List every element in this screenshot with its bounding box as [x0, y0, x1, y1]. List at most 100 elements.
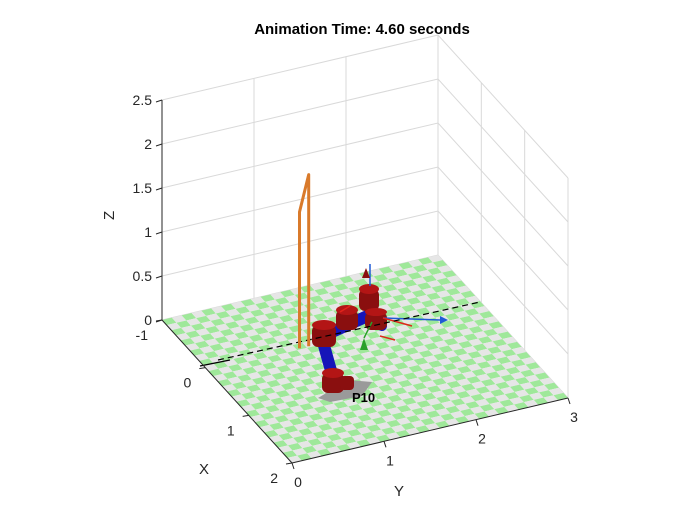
- floor-tile: [501, 349, 517, 357]
- floor-tile: [287, 350, 302, 358]
- floor-tile: [388, 276, 403, 285]
- floor-tile: [519, 382, 535, 390]
- floor-tile: [366, 424, 382, 432]
- floor-tile: [403, 372, 418, 380]
- floor-tile: [353, 396, 368, 405]
- floor-tile: [236, 386, 252, 395]
- floor-tile: [345, 361, 360, 369]
- floor-tile: [284, 307, 299, 315]
- floor-tile: [213, 361, 229, 369]
- floor-tile: [249, 334, 264, 342]
- floor-tile: [317, 436, 332, 444]
- floor-tile: [232, 369, 248, 377]
- floor-tile: [428, 360, 443, 368]
- floor-tile: [394, 349, 410, 358]
- floor-tile: [309, 388, 325, 396]
- floor-tile: [309, 282, 325, 291]
- floor-tile: [357, 414, 372, 422]
- floor-tile: [455, 403, 470, 411]
- floor-tile: [486, 359, 502, 367]
- floor-tile: [222, 371, 238, 379]
- floor-tile: [414, 332, 430, 340]
- floor-tile: [341, 343, 356, 352]
- floor-tile: [288, 430, 303, 438]
- floor-tile: [279, 407, 295, 416]
- floor-tile: [463, 346, 478, 354]
- z-tick-label: 0: [144, 312, 152, 328]
- z-tick: [155, 231, 163, 235]
- floor-tile: [349, 273, 364, 281]
- z-tick: [155, 275, 163, 279]
- floor-tile: [333, 413, 348, 422]
- floor-tile: [296, 372, 311, 381]
- floor-tile: [282, 357, 297, 366]
- floor-tile: [382, 402, 397, 410]
- floor-tile: [449, 330, 464, 339]
- floor-tile: [295, 385, 310, 393]
- floor-tile: [501, 361, 516, 370]
- floor-tile: [351, 434, 367, 442]
- floor-tile: [436, 277, 452, 286]
- floor-tile: [274, 415, 290, 423]
- floor-tile: [398, 274, 413, 282]
- floor-tile: [406, 402, 422, 411]
- floor-tile: [437, 370, 452, 379]
- floor-tile: [314, 287, 329, 296]
- floor-tile: [397, 392, 412, 400]
- floor-tile: [510, 384, 525, 392]
- floor-tile: [467, 351, 483, 359]
- floor-tile: [275, 297, 290, 305]
- floor-tile: [191, 323, 206, 331]
- floor-tile: [262, 362, 277, 370]
- floor-tile: [507, 341, 522, 350]
- floor-tile: [416, 307, 431, 315]
- floor-tile: [420, 325, 435, 333]
- floor-tile: [402, 385, 418, 393]
- floor-tile: [215, 311, 231, 319]
- floor-tile: [487, 333, 503, 342]
- floor-tile: [264, 312, 280, 320]
- x-tick-label: 1: [227, 422, 235, 438]
- grid-line-z: [161, 122, 569, 267]
- floor-tile: [416, 412, 431, 421]
- floor-tile: [244, 316, 260, 325]
- floor-tile: [387, 394, 403, 403]
- floor-tile: [318, 423, 333, 431]
- floor-tile: [407, 390, 422, 398]
- floor-tile: [267, 367, 282, 375]
- floor-tile: [407, 272, 423, 280]
- floor-tile: [269, 422, 284, 431]
- floor-tile: [355, 359, 370, 367]
- floor-tile: [419, 337, 434, 346]
- floor-tile: [329, 278, 345, 286]
- floor-tile: [421, 392, 437, 401]
- floor-tile: [446, 393, 461, 401]
- floor-tile: [516, 352, 531, 360]
- floor-tile: [291, 367, 306, 376]
- floor-tile: [319, 280, 335, 288]
- floor-tile: [215, 323, 230, 332]
- floor-tile: [463, 333, 479, 341]
- floor-tile: [489, 401, 505, 410]
- floor-tile: [401, 410, 417, 418]
- floor-tile: [395, 324, 411, 333]
- floor-tile: [302, 445, 317, 454]
- floor-tile: [510, 372, 526, 380]
- floor-tile: [422, 262, 438, 270]
- floor-tile: [350, 353, 365, 362]
- frame-arrow-x2: [379, 335, 396, 341]
- floor-tile: [410, 327, 425, 335]
- floor-tile: [433, 352, 448, 361]
- floor-tile: [253, 352, 268, 360]
- floor-tile: [299, 403, 314, 411]
- floor-tile: [409, 352, 424, 360]
- floor-tile: [242, 366, 258, 375]
- floor-tile: [329, 290, 344, 299]
- z-tick-label: 1.5: [133, 180, 153, 196]
- floor-tile: [270, 292, 285, 300]
- floor-tile: [505, 366, 521, 375]
- floor-tile: [418, 362, 433, 371]
- robot-joint-base: [322, 368, 344, 393]
- floor-tile: [418, 257, 433, 265]
- floor-tile: [275, 390, 291, 398]
